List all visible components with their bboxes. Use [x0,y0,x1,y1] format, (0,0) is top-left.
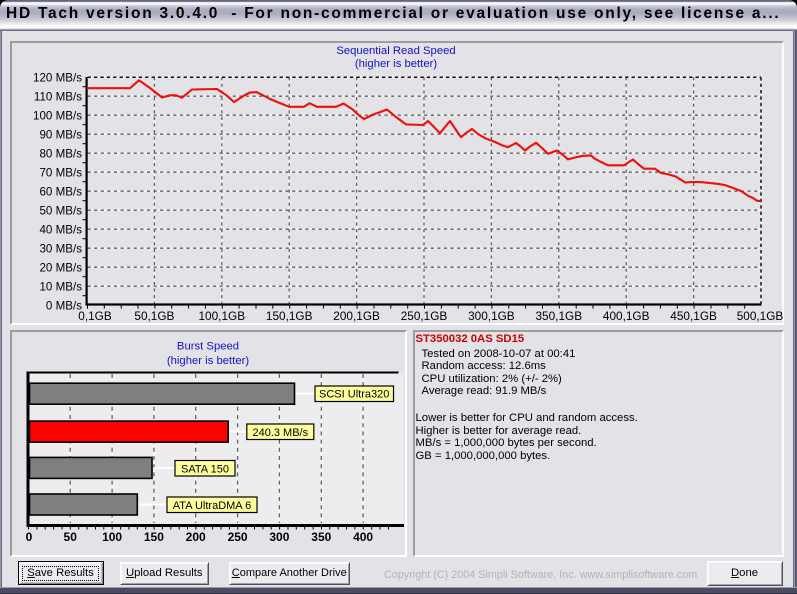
svg-text:100 MB/s: 100 MB/s [33,110,82,123]
svg-text:80 MB/s: 80 MB/s [39,148,82,161]
svg-text:SATA 150: SATA 150 [181,464,229,476]
svg-text:450,1GB: 450,1GB [670,309,717,323]
svg-text:40 MB/s: 40 MB/s [39,224,82,237]
svg-text:250,1GB: 250,1GB [401,309,448,323]
svg-text:200,1GB: 200,1GB [333,309,380,323]
svg-text:300,1GB: 300,1GB [468,309,515,323]
svg-text:20 MB/s: 20 MB/s [39,262,82,275]
svg-text:150: 150 [144,530,164,544]
svg-text:100,1GB: 100,1GB [199,309,246,323]
svg-text:50: 50 [64,530,78,544]
svg-text:400,1GB: 400,1GB [603,309,650,323]
svg-text:0 MB/s: 0 MB/s [46,300,82,313]
svg-text:350: 350 [311,530,331,544]
svg-text:110 MB/s: 110 MB/s [34,91,82,104]
svg-text:0: 0 [26,530,33,544]
svg-text:0,1GB: 0,1GB [78,309,112,323]
svg-text:50 MB/s: 50 MB/s [39,205,82,218]
svg-text:30 MB/s: 30 MB/s [39,243,82,256]
svg-text:ATA UltraDMA 6: ATA UltraDMA 6 [173,500,251,512]
svg-text:70 MB/s: 70 MB/s [39,167,82,180]
svg-text:200: 200 [186,530,206,544]
svg-text:240.3 MB/s: 240.3 MB/s [252,427,308,439]
svg-text:90 MB/s: 90 MB/s [39,129,82,142]
svg-text:100: 100 [102,530,122,544]
svg-text:Burst Speed: Burst Speed [177,341,239,353]
svg-text:(higher is better): (higher is better) [355,58,437,70]
svg-text:50,1GB: 50,1GB [134,309,174,323]
svg-text:120 MB/s: 120 MB/s [33,72,82,85]
svg-text:60 MB/s: 60 MB/s [39,186,82,199]
svg-text:350,1GB: 350,1GB [536,309,583,323]
svg-text:(higher is better): (higher is better) [167,355,249,367]
svg-text:300: 300 [269,530,289,544]
svg-text:10 MB/s: 10 MB/s [39,281,82,294]
svg-text:150,1GB: 150,1GB [266,309,313,323]
svg-text:250: 250 [228,530,248,544]
svg-text:400: 400 [353,530,373,544]
svg-text:SCSI Ultra320: SCSI Ultra320 [319,389,389,401]
svg-text:500,1GB: 500,1GB [737,309,784,323]
svg-text:Sequential Read Speed: Sequential Read Speed [336,45,455,57]
